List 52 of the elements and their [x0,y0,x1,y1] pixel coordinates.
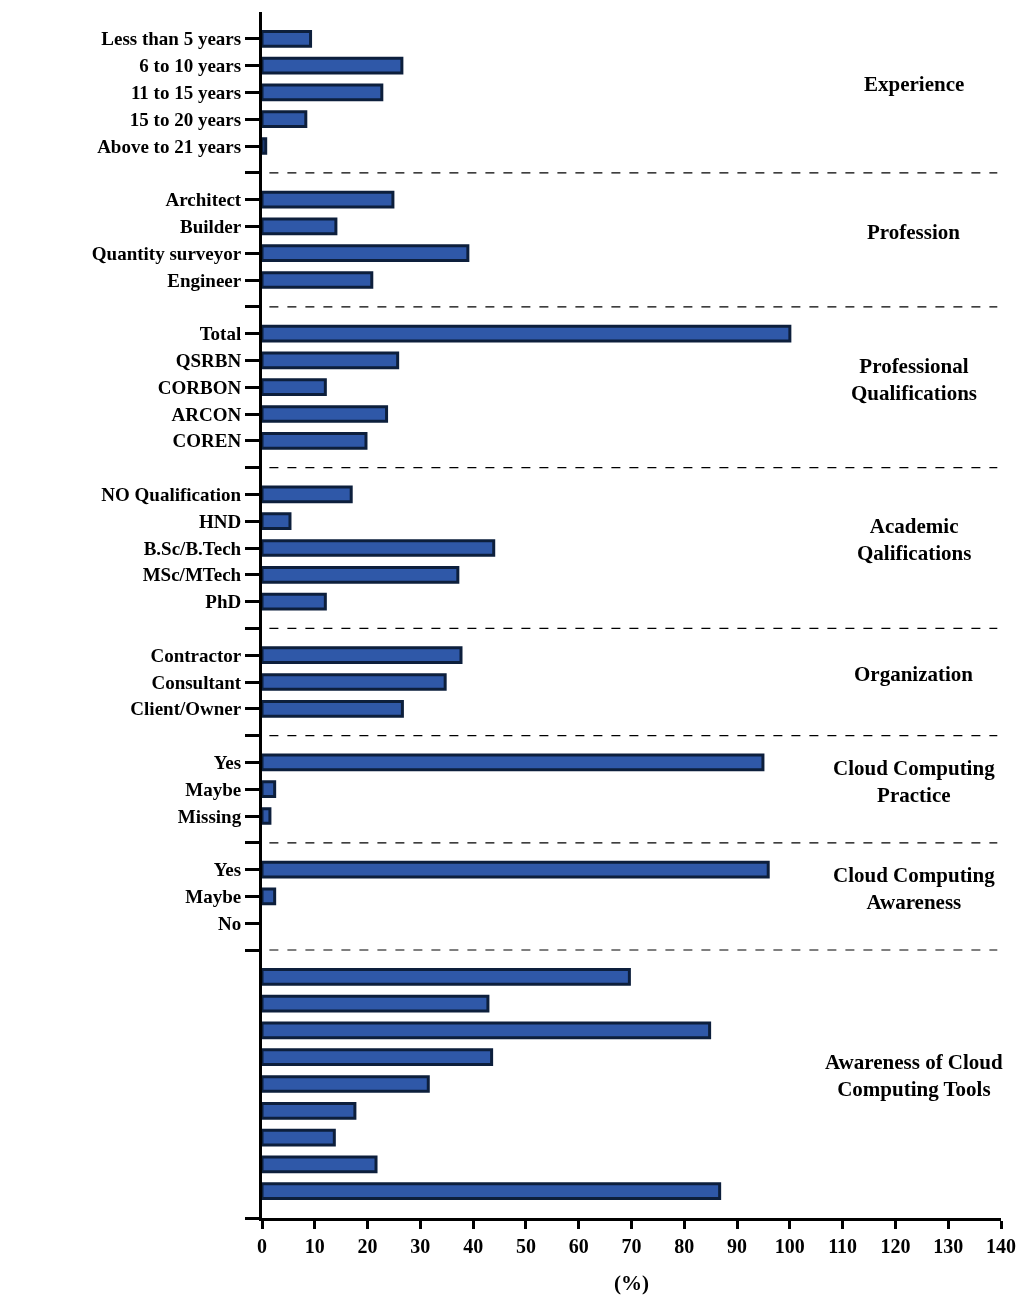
y-tick-label: HND [198,510,242,532]
y-tick-label: Total [199,323,242,345]
y-tick-label: QSRBN [175,350,242,372]
x-tick-label: 90 [727,1235,748,1257]
x-axis-title: (%) [614,1271,649,1296]
y-tick-label: 6 to 10 years [139,55,242,77]
y-tick-label: CORBON [157,376,242,398]
x-tick-label: 60 [568,1235,589,1257]
text: Professional Qualifications [851,354,978,406]
y-tick-label: Architect [165,189,242,211]
x-tick-label: 130 [933,1235,964,1257]
x-tick-label: 100 [774,1235,805,1257]
x-tick-label: 80 [674,1235,695,1257]
y-tick-label: Consultant [151,671,242,693]
x-tick-label: 110 [828,1235,858,1257]
text: Cloud Computing Practice [833,756,996,808]
y-tick-label: MSc/MTech [142,564,242,586]
x-tick-label: 140 [986,1235,1016,1257]
y-tick-label: No [217,912,242,934]
y-tick-label: ARCON [171,403,242,425]
y-tick-label: Above to 21 years [97,135,242,157]
text: Profession [867,220,961,244]
y-tick-label: Maybe [185,778,242,800]
x-tick-label: 50 [515,1235,536,1257]
y-tick-label: Yes [213,859,242,881]
y-tick-label: 15 to 20 years [129,108,242,130]
x-tick-label: 0 [257,1235,267,1257]
x-tick-label: 120 [880,1235,911,1257]
text: Cloud Computing Awareness [833,863,996,915]
x-tick-label: 40 [463,1235,484,1257]
y-tick-label: NO Qualification [101,484,242,506]
text: Organization [854,662,974,686]
y-tick-label: Less than 5 years [101,28,242,50]
y-tick-label: Yes [213,752,242,774]
y-tick-label: Client/Owner [130,698,242,720]
y-tick-label: Builder [179,216,242,238]
text: Awareness of Cloud Computing Tools [825,1050,1004,1102]
y-tick-label: Engineer [167,269,242,291]
x-tick-label: 30 [410,1235,431,1257]
y-tick-label: COREN [172,430,242,452]
y-tick-label: PhD [205,591,242,613]
y-tick-label: Maybe [185,886,242,908]
y-tick-label: Quantity surveyor [91,242,242,264]
x-tick-label: 70 [621,1235,642,1257]
x-tick-label: 10 [304,1235,325,1257]
y-tick-label: B.Sc/B.Tech [143,537,242,559]
y-tick-label: Missing [177,805,242,827]
y-tick-label: 11 to 15 years [130,82,242,104]
text: Experience [864,72,965,96]
text: Academic Qalifications [857,514,972,566]
x-tick-label: 20 [357,1235,378,1257]
y-tick-label: Contractor [150,644,242,666]
